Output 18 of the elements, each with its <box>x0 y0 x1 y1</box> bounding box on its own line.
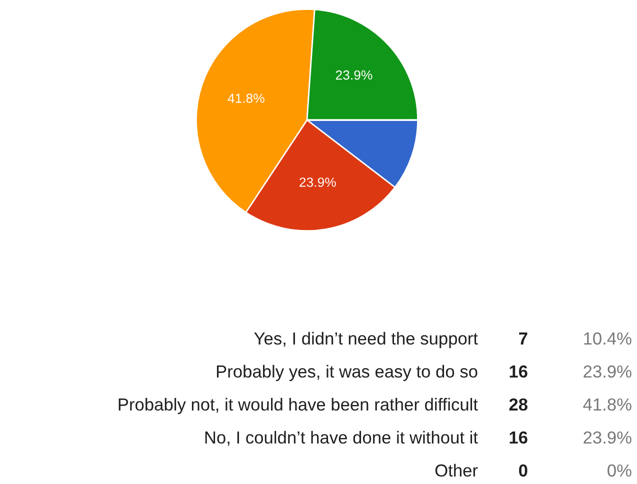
data-label: 23.9% <box>336 70 372 80</box>
category-label: Probably yes, it was easy to do so <box>216 364 478 382</box>
text: 23.9% <box>584 365 632 378</box>
data-label: 41.8% <box>228 94 264 103</box>
text: 0% <box>608 464 632 477</box>
category-label: Other <box>435 464 478 477</box>
category-label: No, I couldn’t have done it without it <box>205 430 478 446</box>
text: 23.9% <box>584 431 632 444</box>
data-label: 7 <box>519 332 528 344</box>
data-label: 23.9% <box>300 178 336 187</box>
data-label: 16 <box>510 365 528 378</box>
category-label: Probably not, it would have been rather difficult <box>118 398 478 414</box>
category-label: Yes, I didn’t need the support <box>254 332 478 348</box>
text: 41.8% <box>583 398 632 411</box>
data-label: 0 <box>519 464 528 477</box>
text: 10.4% <box>584 332 632 345</box>
data-label: 28 <box>509 398 528 411</box>
data-label: 16 <box>510 431 528 444</box>
